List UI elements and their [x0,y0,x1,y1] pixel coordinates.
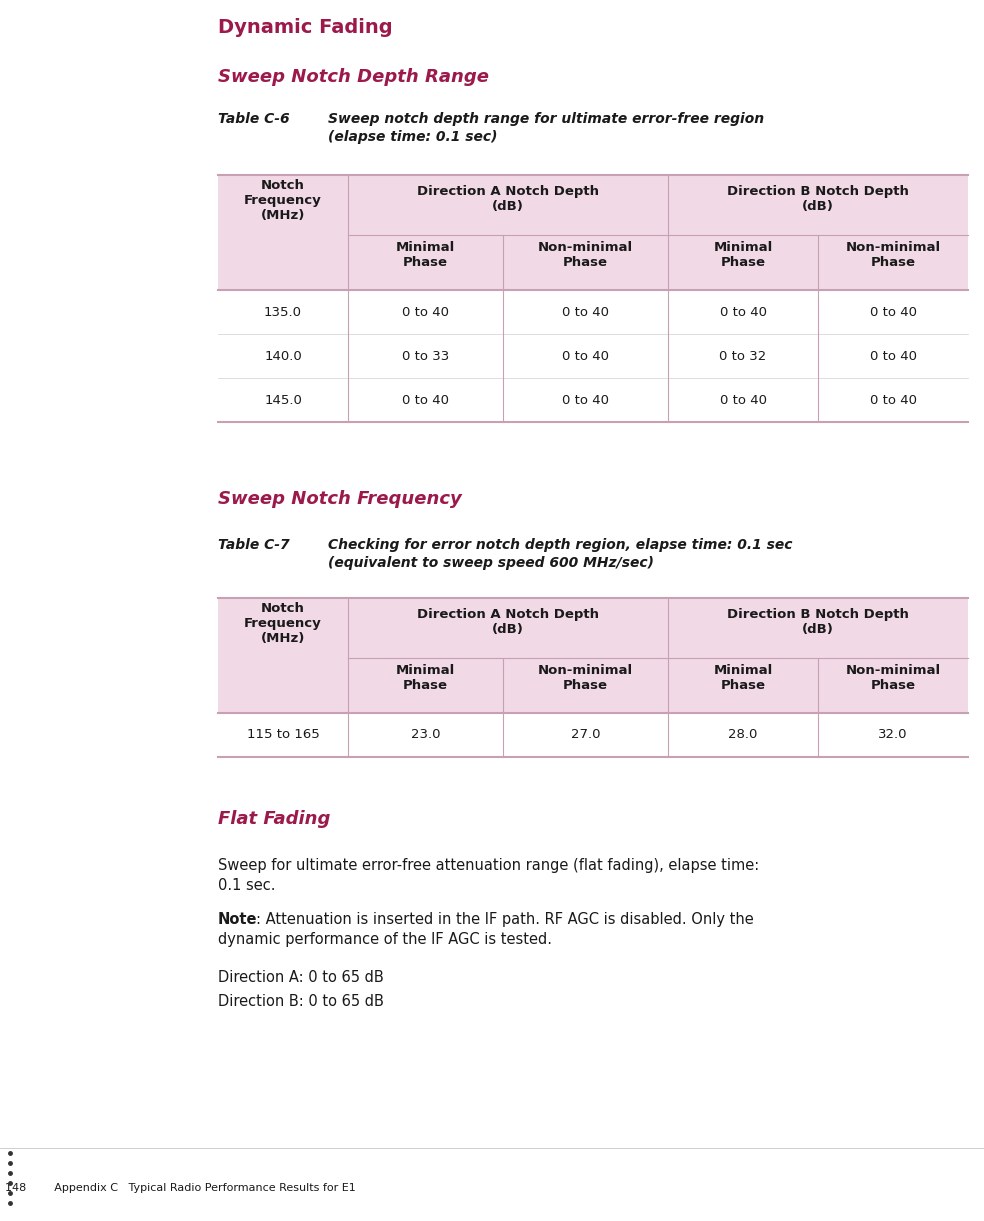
Text: Direction A Notch Depth
(dB): Direction A Notch Depth (dB) [417,608,599,636]
Text: Flat Fading: Flat Fading [218,810,331,828]
Text: Sweep for ultimate error-free attenuation range (flat fading), elapse time:: Sweep for ultimate error-free attenuatio… [218,858,760,873]
Text: : Attenuation is inserted in the IF path. RF AGC is disabled. Only the: : Attenuation is inserted in the IF path… [256,912,754,927]
Text: Minimal
Phase: Minimal Phase [396,241,456,269]
Text: Direction A: 0 to 65 dB: Direction A: 0 to 65 dB [218,969,384,985]
Text: Direction B Notch Depth
(dB): Direction B Notch Depth (dB) [727,186,909,212]
Text: Non-minimal
Phase: Non-minimal Phase [538,664,633,692]
Text: 28.0: 28.0 [728,729,758,741]
Text: Direction A Notch Depth
(dB): Direction A Notch Depth (dB) [417,186,599,212]
Text: Non-minimal
Phase: Non-minimal Phase [845,241,941,269]
Text: dynamic performance of the IF AGC is tested.: dynamic performance of the IF AGC is tes… [218,932,552,947]
Text: 140.0: 140.0 [264,349,302,363]
Text: 0 to 40: 0 to 40 [562,349,609,363]
Text: Sweep Notch Depth Range: Sweep Notch Depth Range [218,68,489,85]
Text: (equivalent to sweep speed 600 MHz/sec): (equivalent to sweep speed 600 MHz/sec) [328,556,654,570]
Text: Note: Note [218,912,258,927]
Bar [218,175,968,291]
Text: 145.0: 145.0 [264,393,302,407]
Text: 0 to 40: 0 to 40 [870,393,916,407]
Text: Table C-6: Table C-6 [218,112,289,126]
Text: Minimal
Phase: Minimal Phase [396,664,456,692]
Text: 0 to 40: 0 to 40 [870,349,916,363]
Text: 0 to 40: 0 to 40 [719,305,767,319]
Text: 0 to 40: 0 to 40 [402,305,449,319]
Text: Non-minimal
Phase: Non-minimal Phase [538,241,633,269]
Text: 0 to 40: 0 to 40 [870,305,916,319]
Bar [218,598,968,713]
Bar [218,291,968,335]
Bar [218,335,968,379]
Text: Dynamic Fading: Dynamic Fading [218,18,393,37]
Text: Non-minimal
Phase: Non-minimal Phase [845,664,941,692]
Text: Table C-7: Table C-7 [218,538,289,552]
Text: Checking for error notch depth region, elapse time: 0.1 sec: Checking for error notch depth region, e… [328,538,792,552]
Text: (elapse time: 0.1 sec): (elapse time: 0.1 sec) [328,129,498,144]
Bar [218,713,968,757]
Text: 0.1 sec.: 0.1 sec. [218,878,276,893]
Text: 0 to 32: 0 to 32 [719,349,767,363]
Text: 0 to 40: 0 to 40 [562,305,609,319]
Text: 0 to 40: 0 to 40 [402,393,449,407]
Text: 135.0: 135.0 [264,305,302,319]
Text: 0 to 33: 0 to 33 [401,349,449,363]
Text: Minimal
Phase: Minimal Phase [713,241,772,269]
Bar [218,379,968,422]
Text: 115 to 165: 115 to 165 [247,729,320,741]
Text: 0 to 40: 0 to 40 [562,393,609,407]
Text: 32.0: 32.0 [879,729,908,741]
Text: Notch
Frequency
(MHz): Notch Frequency (MHz) [244,602,322,645]
Text: 27.0: 27.0 [571,729,600,741]
Text: Direction B: 0 to 65 dB: Direction B: 0 to 65 dB [218,994,384,1009]
Text: Minimal
Phase: Minimal Phase [713,664,772,692]
Text: Sweep Notch Frequency: Sweep Notch Frequency [218,490,461,508]
Text: 148        Appendix C   Typical Radio Performance Results for E1: 148 Appendix C Typical Radio Performance… [5,1183,356,1193]
Text: 0 to 40: 0 to 40 [719,393,767,407]
Text: Notch
Frequency
(MHz): Notch Frequency (MHz) [244,179,322,222]
Text: Direction B Notch Depth
(dB): Direction B Notch Depth (dB) [727,608,909,636]
Text: 23.0: 23.0 [410,729,440,741]
Text: Sweep notch depth range for ultimate error-free region: Sweep notch depth range for ultimate err… [328,112,765,126]
